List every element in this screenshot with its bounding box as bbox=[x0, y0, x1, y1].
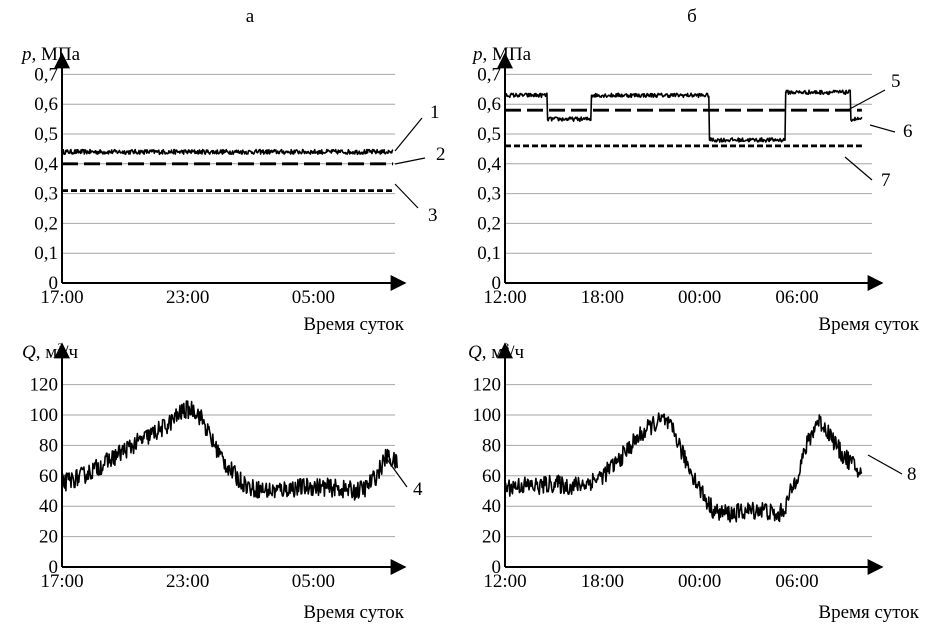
y-tick-label: 100 bbox=[30, 405, 59, 426]
y-tick-label: 0,4 bbox=[477, 154, 501, 175]
y-tick-label: 40 bbox=[39, 496, 58, 517]
chart-b-pressure: 0 0,1 0,2 0,3 0,4 0,5 0,6 0,7 12:00 18:00 00:00 06:… bbox=[471, 44, 920, 335]
series-1-line bbox=[61, 148, 394, 156]
y-tick-label: 120 bbox=[30, 375, 59, 396]
y-tick-label: 80 bbox=[39, 435, 58, 456]
x-tick-label: 17:00 bbox=[40, 571, 83, 592]
y-tick-label: 0 bbox=[49, 557, 59, 578]
y-tick-label: 0,3 bbox=[34, 184, 58, 205]
y-axis-label: p, МПа bbox=[471, 44, 532, 65]
x-axis-label: Время суток bbox=[303, 314, 404, 335]
x-tick-label: 06:00 bbox=[775, 571, 818, 592]
x-tick-label: 12:00 bbox=[483, 571, 526, 592]
callout-leader bbox=[394, 117, 423, 152]
y-tick-label: 40 bbox=[482, 496, 501, 517]
callout-leader bbox=[867, 454, 903, 475]
callout-label: 3 bbox=[428, 205, 438, 226]
y-tick-label: 0,3 bbox=[477, 184, 501, 205]
y-tick-label: 0,5 bbox=[34, 124, 58, 145]
chart-b-flow: 0 20 40 60 80 100 120 12:00 18:00 00:00 06:00Время… bbox=[468, 340, 920, 623]
y-tick-label: 0,1 bbox=[477, 243, 501, 264]
callout-label: 8 bbox=[907, 464, 917, 485]
y-tick-label: 0,2 bbox=[34, 213, 58, 234]
callout-leader bbox=[385, 457, 408, 488]
y-tick-label: 0 bbox=[492, 557, 502, 578]
y-axis-label: p, МПа bbox=[20, 44, 81, 65]
y-tick-label: 80 bbox=[482, 435, 501, 456]
x-tick-label: 06:00 bbox=[775, 287, 818, 308]
series-5-line bbox=[504, 89, 863, 143]
callout-label: 7 bbox=[881, 170, 891, 191]
callout-leader bbox=[869, 124, 896, 133]
series-4-line bbox=[61, 400, 398, 501]
chart-a-flow: 0 20 40 60 80 100 120 17:00 23:00 05:00 Время суто… bbox=[22, 340, 423, 623]
x-tick-label: 23:00 bbox=[166, 287, 209, 308]
y-tick-label: 20 bbox=[482, 527, 501, 548]
callout-leader bbox=[844, 156, 873, 181]
y-tick-label: 100 bbox=[473, 405, 502, 426]
y-tick-label: 0,2 bbox=[477, 213, 501, 234]
x-tick-label: 18:00 bbox=[581, 571, 624, 592]
callout-label: 1 bbox=[430, 102, 440, 123]
y-axis-label: Q, м3/ч bbox=[468, 340, 525, 363]
y-tick-label: 0,6 bbox=[477, 94, 501, 115]
x-tick-label: 05:00 bbox=[292, 571, 335, 592]
callout-leader bbox=[394, 157, 426, 165]
callout-label: 2 bbox=[436, 144, 446, 165]
callout-leader bbox=[845, 89, 886, 112]
x-tick-label: 18:00 bbox=[581, 287, 624, 308]
y-axis-label: Q, м3/ч bbox=[22, 340, 79, 363]
x-tick-label: 23:00 bbox=[166, 571, 209, 592]
y-tick-label: 120 bbox=[473, 375, 502, 396]
callout-label: 4 bbox=[413, 479, 423, 500]
y-tick-label: 0,5 bbox=[477, 124, 501, 145]
callout-label: 5 bbox=[891, 71, 901, 92]
chart-a-pressure: 0 0,1 0,2 0,3 0,4 0,5 0,6 0,7 17:00 23:00 05:00 Вре… bbox=[20, 44, 446, 335]
panel-label-b: б bbox=[687, 6, 697, 27]
y-tick-label: 0 bbox=[49, 273, 59, 294]
panel-label-a: а bbox=[246, 6, 255, 27]
x-tick-label: 05:00 bbox=[292, 287, 335, 308]
series-8-line bbox=[504, 412, 863, 523]
x-axis-label: Время суток bbox=[303, 602, 404, 623]
x-tick-label: 00:00 bbox=[678, 571, 721, 592]
callout-leader bbox=[394, 183, 419, 209]
y-tick-label: 60 bbox=[39, 466, 58, 487]
x-tick-label: 00:00 bbox=[678, 287, 721, 308]
y-tick-label: 0,6 bbox=[34, 94, 58, 115]
y-tick-label: 0,7 bbox=[34, 64, 58, 85]
x-axis-label: Время суток bbox=[818, 602, 919, 623]
x-tick-label: 12:00 bbox=[483, 287, 526, 308]
y-tick-label: 0,7 bbox=[477, 64, 501, 85]
x-tick-label: 17:00 bbox=[40, 287, 83, 308]
y-tick-label: 0,1 bbox=[34, 243, 58, 264]
callout-label: 6 bbox=[903, 121, 913, 142]
y-tick-label: 20 bbox=[39, 527, 58, 548]
y-tick-label: 0 bbox=[492, 273, 502, 294]
x-axis-label: Время суток bbox=[818, 314, 919, 335]
y-tick-label: 0,4 bbox=[34, 154, 58, 175]
y-tick-label: 60 bbox=[482, 466, 501, 487]
